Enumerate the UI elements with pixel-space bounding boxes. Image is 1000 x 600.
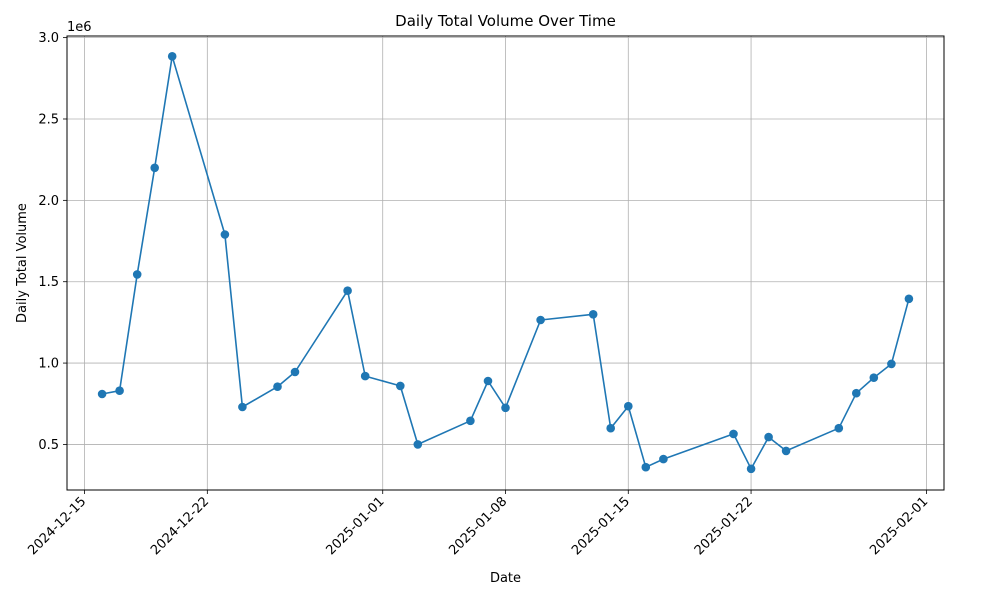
data-point [588, 310, 598, 319]
data-point [466, 416, 475, 426]
data-point [501, 403, 510, 413]
data-point [659, 454, 668, 464]
data-point [729, 429, 738, 439]
data-point [641, 462, 651, 472]
data-point [273, 382, 282, 392]
data-point [97, 389, 107, 399]
data-point [536, 315, 545, 325]
data-point [343, 286, 352, 296]
y-tick-label: 1.0 [38, 357, 59, 372]
data-point [413, 440, 423, 449]
data-point [781, 446, 791, 456]
data-point [115, 386, 124, 396]
data-point [483, 376, 493, 386]
data-point [238, 402, 247, 412]
data-point [132, 270, 142, 279]
grid-lines [67, 36, 944, 490]
data-point [220, 230, 230, 239]
data-point [904, 294, 914, 304]
data-point [834, 423, 844, 433]
data-series [97, 52, 914, 474]
data-point [887, 359, 896, 369]
data-point [869, 373, 879, 383]
x-axis-label: Date [490, 571, 521, 586]
y-axis-offset-label: 1e6 [67, 20, 92, 35]
data-point [852, 388, 861, 398]
data-point [606, 423, 615, 433]
data-point [150, 163, 159, 173]
y-tick-label: 3.0 [38, 31, 59, 46]
data-point [764, 432, 773, 442]
y-axis-label: Daily Total Volume [15, 203, 30, 323]
y-tick-label: 1.5 [38, 275, 59, 290]
data-point [167, 52, 177, 61]
y-tick-label: 0.5 [38, 438, 59, 453]
y-tick-label: 2.5 [38, 112, 59, 127]
y-tick-label: 2.0 [38, 194, 59, 209]
data-point [360, 371, 370, 381]
data-point [624, 401, 633, 411]
chart-title: Daily Total Volume Over Time [395, 12, 616, 30]
data-point [396, 381, 405, 391]
data-point [746, 464, 756, 474]
data-point [290, 367, 300, 377]
